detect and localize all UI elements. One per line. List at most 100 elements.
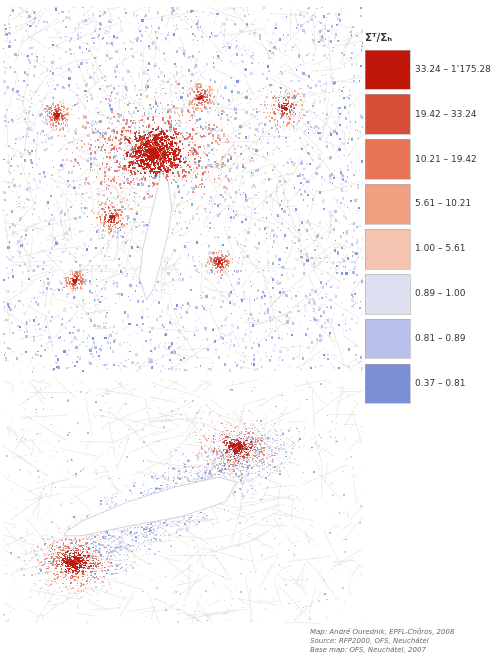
Polygon shape	[279, 517, 281, 519]
Polygon shape	[98, 193, 100, 195]
Polygon shape	[235, 214, 236, 216]
Polygon shape	[82, 186, 84, 187]
Polygon shape	[288, 110, 290, 112]
Polygon shape	[130, 140, 132, 141]
Polygon shape	[75, 129, 78, 131]
Polygon shape	[348, 154, 350, 156]
Polygon shape	[144, 532, 146, 533]
Polygon shape	[60, 562, 62, 564]
Polygon shape	[349, 136, 350, 137]
Polygon shape	[87, 546, 88, 547]
Polygon shape	[149, 533, 152, 535]
Polygon shape	[67, 564, 68, 565]
Polygon shape	[212, 480, 214, 481]
Polygon shape	[154, 141, 156, 143]
Polygon shape	[172, 469, 174, 470]
Polygon shape	[137, 183, 140, 186]
Polygon shape	[113, 158, 114, 159]
Polygon shape	[204, 167, 206, 168]
Polygon shape	[198, 146, 200, 149]
Polygon shape	[140, 138, 142, 140]
Polygon shape	[278, 272, 279, 273]
Polygon shape	[221, 274, 222, 276]
Polygon shape	[92, 123, 94, 124]
Polygon shape	[98, 207, 99, 209]
Polygon shape	[110, 556, 112, 558]
Polygon shape	[228, 254, 230, 256]
Polygon shape	[145, 494, 146, 496]
Polygon shape	[211, 475, 212, 477]
Polygon shape	[134, 117, 136, 118]
Polygon shape	[128, 296, 130, 298]
Polygon shape	[74, 570, 76, 571]
Polygon shape	[103, 556, 104, 557]
Polygon shape	[246, 467, 248, 468]
Polygon shape	[106, 341, 109, 344]
Polygon shape	[293, 185, 294, 186]
Polygon shape	[296, 291, 298, 292]
Polygon shape	[236, 446, 238, 447]
Polygon shape	[268, 270, 270, 272]
Polygon shape	[112, 351, 114, 354]
Polygon shape	[118, 541, 120, 543]
Polygon shape	[254, 441, 256, 442]
Polygon shape	[30, 597, 31, 598]
Polygon shape	[275, 431, 276, 432]
Polygon shape	[60, 552, 61, 553]
Polygon shape	[130, 508, 132, 510]
Polygon shape	[154, 137, 156, 140]
Polygon shape	[116, 538, 117, 539]
Polygon shape	[234, 421, 235, 422]
Polygon shape	[311, 447, 312, 448]
Polygon shape	[170, 182, 172, 184]
Polygon shape	[229, 447, 230, 448]
Polygon shape	[343, 364, 344, 366]
Polygon shape	[72, 383, 74, 385]
Polygon shape	[137, 159, 138, 160]
Polygon shape	[252, 458, 253, 459]
Polygon shape	[162, 151, 164, 152]
Polygon shape	[52, 41, 53, 42]
Polygon shape	[26, 150, 29, 152]
Polygon shape	[189, 135, 191, 137]
Polygon shape	[160, 169, 162, 171]
Polygon shape	[52, 609, 53, 611]
Polygon shape	[110, 220, 112, 222]
Polygon shape	[166, 156, 168, 158]
Polygon shape	[69, 564, 70, 565]
Polygon shape	[328, 532, 330, 534]
Polygon shape	[302, 117, 303, 118]
Polygon shape	[280, 444, 282, 446]
Polygon shape	[30, 152, 32, 153]
Polygon shape	[66, 570, 68, 572]
Polygon shape	[214, 180, 216, 181]
Polygon shape	[62, 591, 63, 592]
Polygon shape	[256, 476, 258, 477]
Polygon shape	[278, 358, 279, 360]
Polygon shape	[212, 478, 214, 479]
Polygon shape	[320, 84, 322, 86]
Polygon shape	[352, 135, 354, 136]
Polygon shape	[151, 176, 152, 177]
Polygon shape	[216, 467, 218, 469]
Polygon shape	[99, 549, 101, 550]
Polygon shape	[154, 227, 156, 229]
Polygon shape	[116, 568, 117, 570]
Polygon shape	[283, 38, 284, 40]
Polygon shape	[108, 127, 110, 129]
Polygon shape	[166, 146, 168, 147]
Polygon shape	[320, 237, 322, 240]
Polygon shape	[68, 186, 70, 188]
Polygon shape	[216, 335, 217, 337]
Polygon shape	[278, 103, 280, 104]
Polygon shape	[230, 459, 232, 460]
Polygon shape	[155, 150, 157, 152]
Polygon shape	[145, 537, 147, 538]
Polygon shape	[180, 140, 181, 142]
Polygon shape	[31, 25, 32, 26]
Polygon shape	[53, 97, 54, 98]
Polygon shape	[235, 24, 236, 26]
Polygon shape	[182, 170, 184, 172]
Polygon shape	[162, 196, 164, 198]
Polygon shape	[86, 134, 88, 137]
